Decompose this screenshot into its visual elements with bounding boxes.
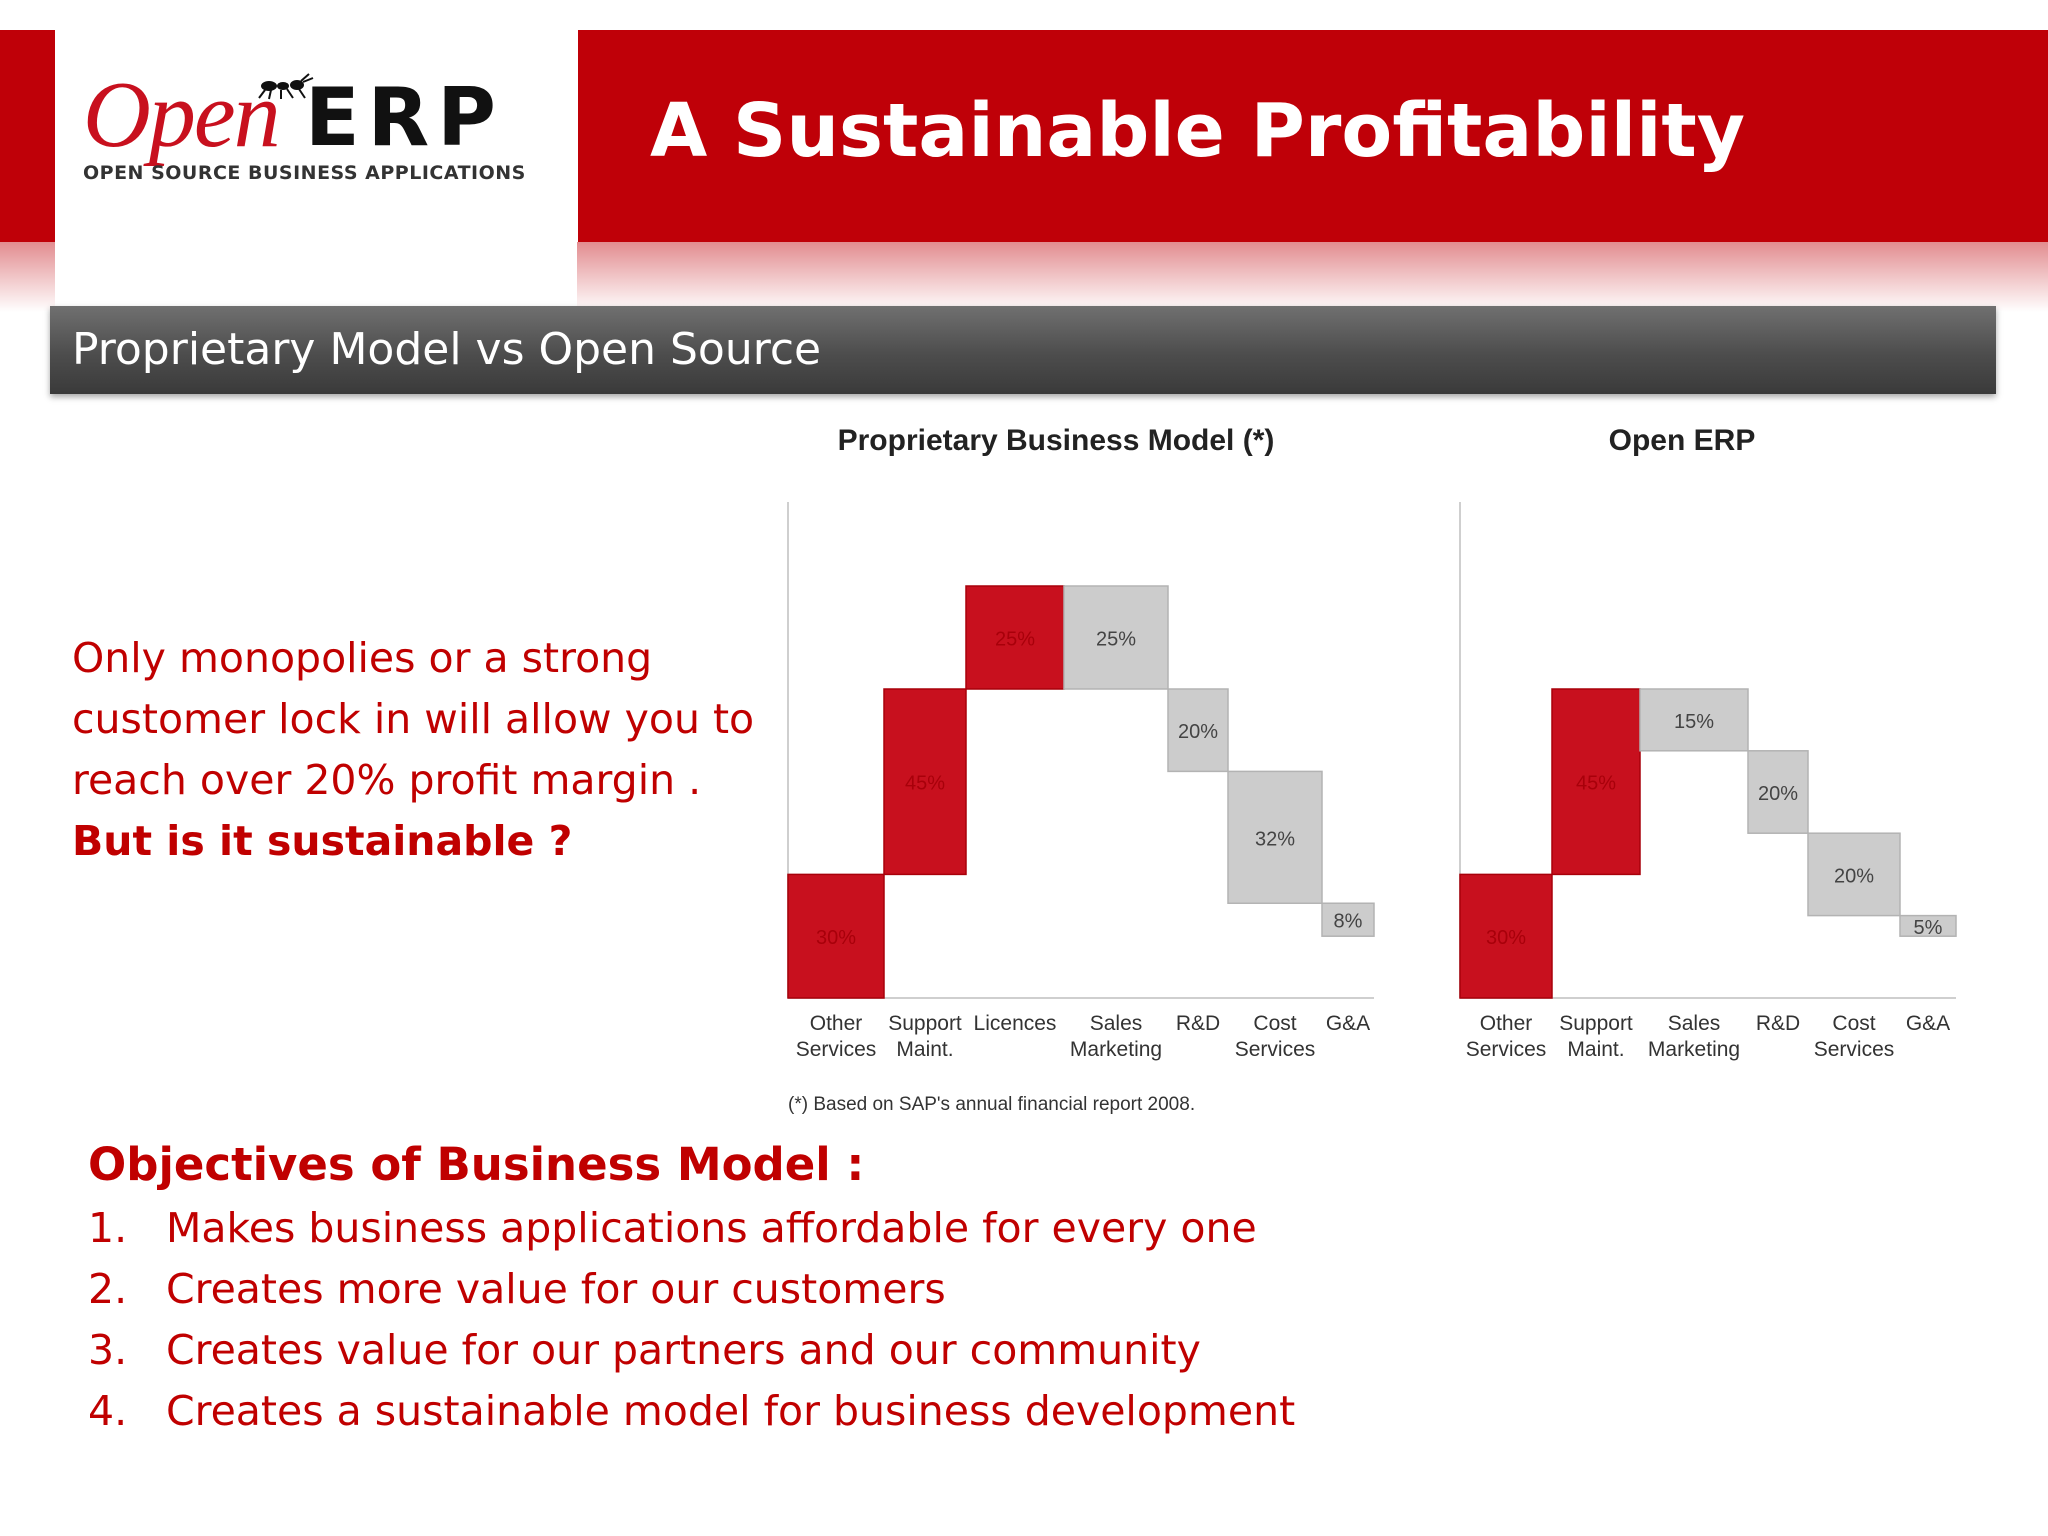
logo-erp-text: ERP [305,71,504,164]
objective-text: Creates a sustainable model for business… [166,1387,1296,1435]
objective-number: 4. [88,1387,128,1435]
bar [1063,585,1169,690]
objective-item: 3. Creates value for our partners and our… [88,1320,1588,1381]
objective-text: Makes business applications affordable f… [166,1204,1257,1252]
data-label: 8% [1334,911,1363,933]
chart-title: Proprietary Business Model (*) [838,424,1275,457]
bar [787,873,885,999]
data-label: 30% [1486,927,1526,949]
category-label: Sales [1668,1012,1721,1035]
chart-footnote: (*) Based on SAP's annual financial repo… [788,1094,1195,1115]
data-label: 30% [816,927,856,949]
intro-line: reach over 20% profit margin . [72,756,702,804]
objective-item: 4. Creates a sustainable model for busine… [88,1381,1588,1442]
category-label: Other [1480,1012,1533,1035]
section-title: Proprietary Model vs Open Source [72,324,822,375]
data-label: 32% [1255,828,1295,850]
category-label: Services [1235,1038,1316,1061]
header-band-left [0,30,55,242]
category-label: Cost [1832,1012,1875,1035]
data-label: 20% [1758,783,1798,805]
objective-text: Creates value for our partners and our c… [166,1326,1201,1374]
section-bar: Proprietary Model vs Open Source [50,306,1996,394]
bar [965,585,1065,690]
category-label: G&A [1906,1012,1950,1035]
bar [1639,688,1749,752]
data-label: 5% [1914,917,1943,939]
category-label: Other [810,1012,863,1035]
objective-item: 2. Creates more value for our customers [88,1259,1588,1320]
bar [1459,873,1553,999]
category-label: Support [1559,1012,1633,1035]
data-label: 20% [1834,865,1874,887]
category-label: R&D [1756,1012,1800,1035]
category-label: Marketing [1648,1038,1740,1061]
category-label: Sales [1090,1012,1143,1035]
objective-item: 1. Makes business applications affordable… [88,1198,1588,1259]
data-label: 45% [905,773,945,795]
header-band [578,30,2048,242]
intro-question: But is it sustainable ? [72,817,573,865]
category-label: Maint. [896,1038,953,1061]
logo-open-text: Open [83,63,281,167]
category-label: Support [888,1012,962,1035]
bar [1321,902,1375,937]
category-label: Maint. [1567,1038,1624,1061]
slide-title: A Sustainable Profitability [650,88,1746,174]
category-label: R&D [1176,1012,1220,1035]
category-label: Cost [1253,1012,1296,1035]
bar [1227,770,1323,904]
objectives-heading: Objectives of Business Model : [88,1138,865,1191]
objective-number: 1. [88,1204,128,1252]
intro-line: Only monopolies or a strong [72,634,653,682]
category-label: G&A [1326,1012,1370,1035]
chart-title: Open ERP [1609,424,1756,457]
category-label: Services [1466,1038,1547,1061]
intro-line: customer lock in will allow you to [72,695,755,743]
bar [1551,688,1641,876]
bar [1807,832,1901,917]
category-label: Services [1814,1038,1895,1061]
logo-tagline: OPEN SOURCE BUSINESS APPLICATIONS [83,162,526,184]
category-label: Services [796,1038,877,1061]
ant-icon [258,73,314,100]
data-label: 45% [1576,773,1616,795]
data-label: 20% [1178,721,1218,743]
objective-number: 2. [88,1265,128,1313]
data-label: 25% [995,629,1035,651]
data-label: 15% [1674,711,1714,733]
objective-number: 3. [88,1326,128,1374]
openerp-logo: Open ERP OPEN SOURCE BUSINESS APPLICATIO… [55,30,577,312]
bar [883,688,967,876]
waterfall-charts: Proprietary Business Model (*) 30% Other Se… [787,424,1957,1115]
objective-text: Creates more value for our customers [166,1265,946,1313]
bar [1747,750,1809,834]
objectives-section: Objectives of Business Model : 1. Makes b… [88,1132,1588,1442]
intro-paragraph: Only monopolies or a strong customer loc… [72,628,792,872]
bar [1899,914,1957,937]
category-label: Marketing [1070,1038,1162,1061]
category-label: Licences [974,1012,1057,1035]
bar [1167,688,1229,773]
data-label: 25% [1096,629,1136,651]
